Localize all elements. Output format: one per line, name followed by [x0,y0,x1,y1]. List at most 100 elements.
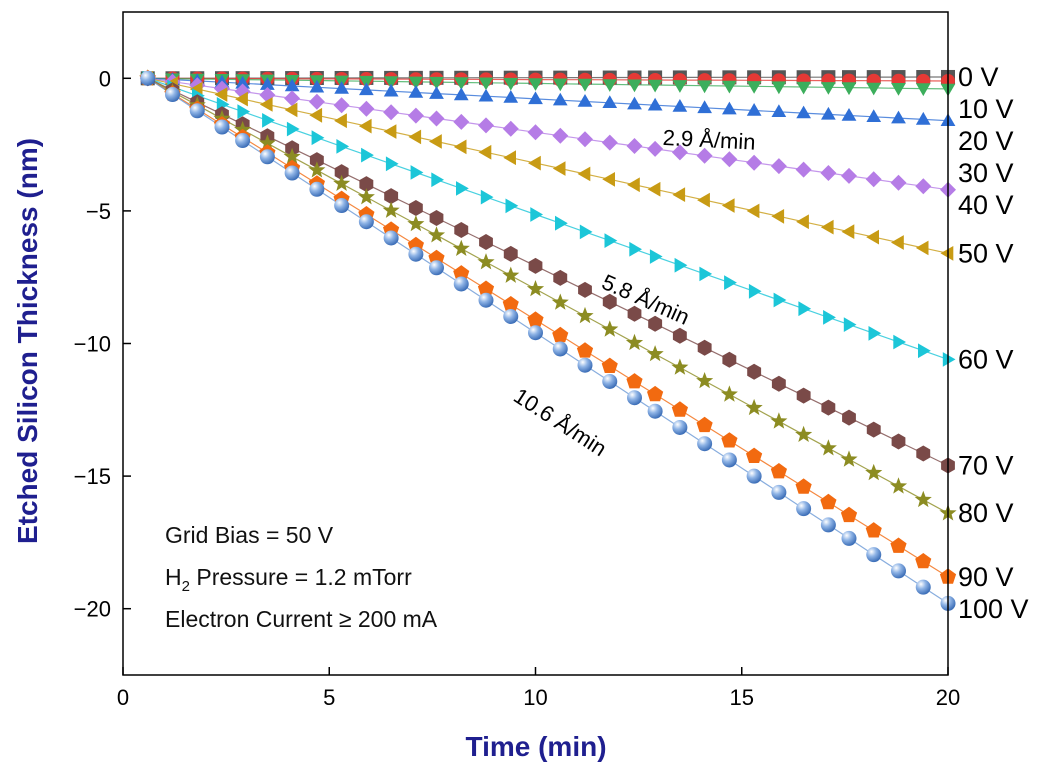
point-60v [336,139,350,154]
point-80v [745,398,763,416]
point-80v [477,253,495,270]
point-100v [140,70,156,86]
point-50v [309,107,323,123]
point-100v [771,484,787,500]
axes: 0 5 10 15 20 0 −5 −10 −15 −20 [74,11,960,710]
point-60v [748,283,762,299]
point-70v [578,281,592,298]
point-60v [604,233,618,248]
point-50v [383,124,397,139]
point-60v [674,257,688,273]
series-line-70v [147,77,949,467]
series-line-50v [147,77,949,254]
point-80v [696,372,714,389]
point-80v [914,490,932,508]
series-line-30v [147,77,949,122]
point-80v [889,477,908,494]
series-line-40v [147,77,949,191]
point-100v [334,198,350,214]
point-100v [453,276,469,292]
point-80v [452,239,470,256]
point-100v [528,325,543,341]
point-40v [721,151,738,168]
x-tick-label: 5 [323,685,335,710]
point-50v [528,155,541,171]
point-20v [627,79,642,93]
point-100v [478,292,494,308]
note-h2-pressure: H2 Pressure = 1.2 mTorr [165,564,412,595]
point-80v [283,147,301,164]
point-20v [528,78,543,91]
y-axis-title: Etched Silicon Thickness (nm) [12,138,43,544]
point-20v [503,77,519,91]
point-60v [798,301,812,317]
point-100v [697,436,713,452]
point-30v [891,110,906,124]
point-90v [721,432,738,448]
y-tick-label: −20 [74,597,111,622]
point-50v [235,91,248,107]
point-40v [915,178,932,195]
point-80v [551,293,569,310]
point-60v [843,317,857,332]
point-60v [893,334,906,350]
conditions-note: Grid Bias = 50 V H2 Pressure = 1.2 mTorr… [165,522,438,632]
bias-label-60v: 60 V [958,344,1014,374]
note-electron-current: Electron Current ≥ 200 mA [165,606,438,632]
y-tick-label: −10 [74,332,111,357]
point-60v [724,275,737,290]
point-30v [915,111,931,125]
point-40v [358,100,375,117]
point-60v [823,310,836,325]
point-60v [456,181,469,196]
point-40v [308,93,325,110]
series-line-90v [147,77,949,578]
point-70v [796,387,811,404]
point-40v [820,165,837,181]
point-20v [821,82,836,95]
bias-label-70v: 70 V [958,450,1014,480]
point-80v [646,345,664,362]
point-70v [384,188,399,205]
note-h2-prefix: H [165,564,182,590]
point-80v [601,320,619,337]
point-50v [358,118,372,134]
point-50v [577,166,591,182]
point-40v [577,131,593,148]
point-20v [383,76,399,89]
point-80v [382,201,400,218]
point-40v [552,127,569,144]
point-30v [478,88,494,102]
point-20v [647,79,663,93]
point-60v [629,241,642,257]
point-60v [530,207,543,222]
point-100v [408,246,424,262]
point-100v [429,260,444,276]
point-60v [649,249,663,264]
series-line-0v [147,76,948,79]
bias-labels: 0 V10 V20 V30 V40 V 50 V 60 V 70 V 80 V 90 V1… [958,62,1029,624]
point-90v [527,311,544,327]
point-100v [235,133,251,149]
y-tick-label: −15 [74,464,111,489]
point-100v [577,357,593,373]
point-50v [771,209,785,224]
point-20v [866,82,882,96]
point-40v [671,144,688,161]
point-20v [552,78,568,92]
point-100v [165,87,180,103]
point-60v [262,113,275,128]
point-50v [796,214,809,230]
bias-label-100v: 100 V [958,594,1029,624]
note-grid-bias: Grid Bias = 50 V [165,522,334,548]
point-80v [333,174,351,191]
point-50v [284,102,298,118]
point-100v [866,547,882,563]
x-tick-label: 10 [523,685,547,710]
point-70v [503,245,518,262]
point-100v [721,452,737,468]
point-70v [697,339,712,356]
point-40v [284,90,301,107]
point-50v [866,229,879,245]
